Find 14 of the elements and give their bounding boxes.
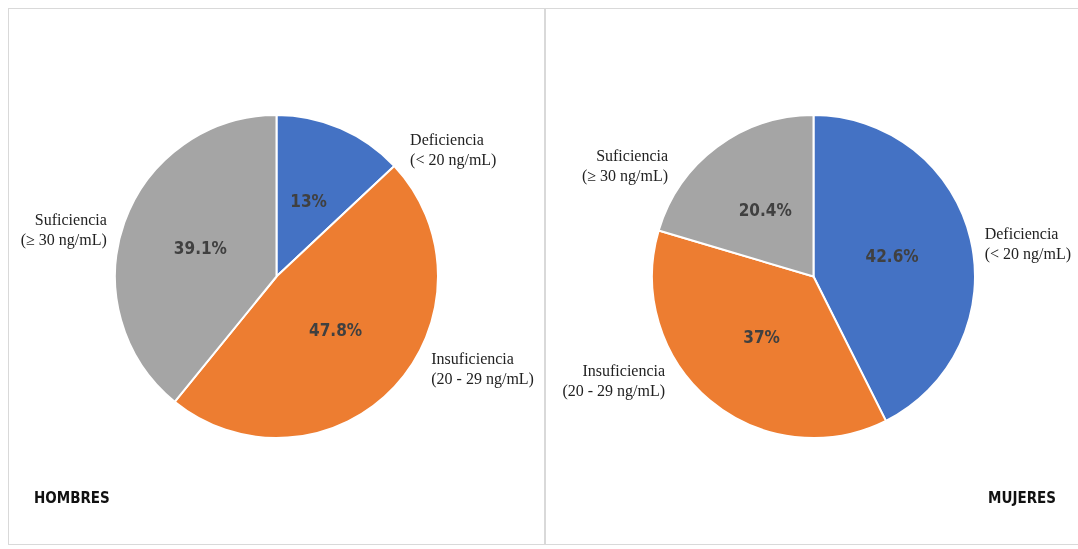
data-label: 20.4%: [738, 200, 792, 221]
text: MUJERES: [988, 488, 1056, 507]
slice-label: Deficiencia (< 20 ng/mL): [984, 225, 1072, 264]
data-label: 37%: [743, 326, 780, 347]
slice-label: Deficiencia (< 20 ng/mL): [410, 130, 497, 169]
data-label: 39.1%: [173, 237, 227, 258]
slice-label: Suficiencia (≥ 30 ng/mL): [20, 210, 107, 249]
data-label: 13%: [290, 190, 327, 211]
data-label: 47.8%: [309, 319, 363, 340]
data-label: 42.6%: [865, 246, 919, 267]
slice-label: Insuficiencia (20 - 29 ng/mL): [562, 361, 666, 400]
slice-label: Insuficiencia (20 - 29 ng/mL): [431, 350, 534, 389]
slice-label: Suficiencia (≥ 30 ng/mL): [581, 146, 669, 185]
text: HOMBRES: [34, 488, 110, 507]
